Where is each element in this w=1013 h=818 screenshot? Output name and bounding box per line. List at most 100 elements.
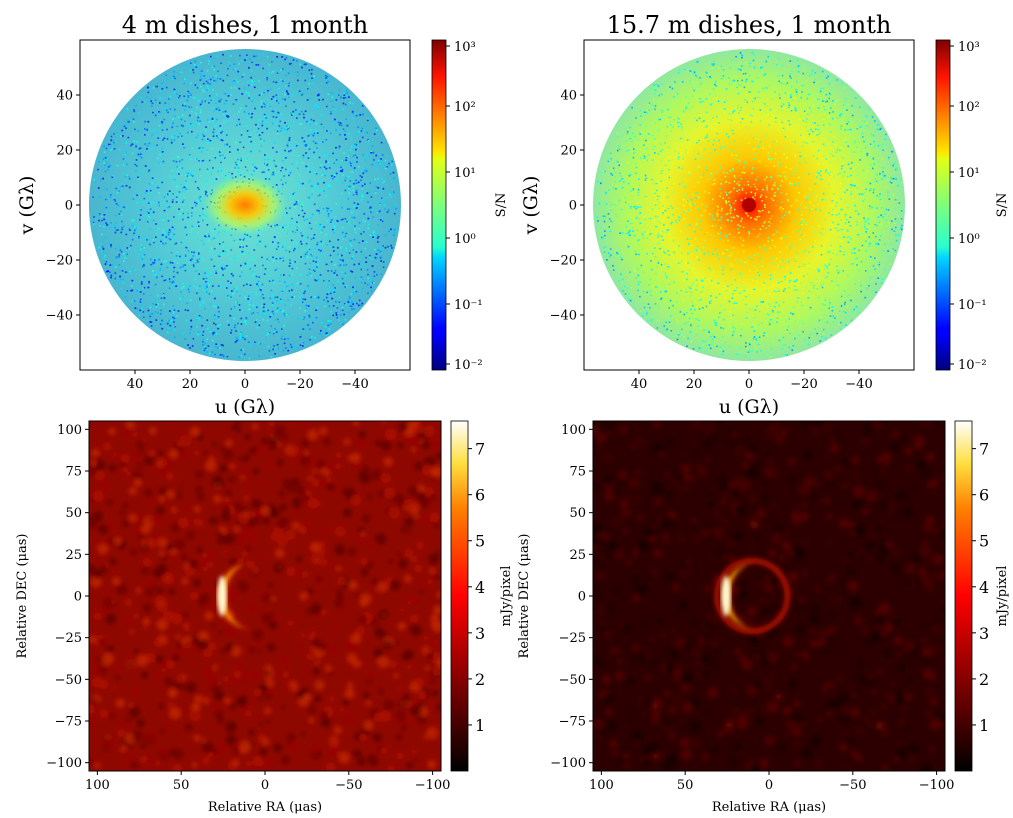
uv-point xyxy=(752,196,754,199)
uv-point xyxy=(829,171,831,173)
uv-point xyxy=(719,188,721,190)
uv-point xyxy=(629,207,632,209)
uv-point xyxy=(179,266,182,269)
uv-point xyxy=(679,137,682,140)
uv-point xyxy=(651,315,654,317)
uv-point xyxy=(367,284,369,286)
uv-point xyxy=(639,124,641,126)
uv-point xyxy=(733,109,736,112)
uv-point xyxy=(668,307,670,309)
uv-point xyxy=(607,213,610,215)
uv-point xyxy=(330,112,332,115)
uv-point xyxy=(814,240,817,242)
uv-point xyxy=(844,216,847,218)
uv-point xyxy=(295,180,298,183)
uv-point xyxy=(828,118,831,121)
uv-point xyxy=(840,182,842,185)
uv-point xyxy=(287,126,290,128)
uv-point xyxy=(869,143,872,145)
uv-point xyxy=(248,301,251,303)
uv-point xyxy=(612,269,615,271)
uv-point xyxy=(893,221,896,223)
uv-point xyxy=(901,228,903,231)
uv-point xyxy=(765,249,767,252)
uv-point xyxy=(824,218,827,221)
uv-point xyxy=(283,130,286,133)
uv-point xyxy=(834,103,836,106)
uv-point xyxy=(654,152,656,154)
uv-point xyxy=(327,93,330,95)
uv-point xyxy=(367,223,370,225)
uv-point xyxy=(781,130,783,132)
uv-point xyxy=(335,146,337,149)
uv-point xyxy=(868,208,870,210)
uv-point xyxy=(883,175,886,178)
uv-point xyxy=(169,324,171,327)
uv-point xyxy=(144,218,147,220)
uv-point xyxy=(163,137,166,140)
uv-point xyxy=(374,235,376,238)
uv-point xyxy=(218,100,221,103)
uv-point xyxy=(338,301,341,303)
uv-point xyxy=(694,238,697,240)
uv-point xyxy=(233,63,236,65)
uv-point xyxy=(656,83,658,86)
uv-point xyxy=(814,78,817,81)
uv-point xyxy=(290,344,293,346)
uv-point xyxy=(367,139,370,142)
uv-point xyxy=(637,228,639,230)
uv-point xyxy=(789,123,791,126)
uv-point xyxy=(735,289,737,292)
uv-point xyxy=(187,212,189,215)
uv-point xyxy=(369,234,372,236)
uv-point xyxy=(213,69,216,71)
uv-point xyxy=(791,349,794,351)
uv-point xyxy=(894,200,897,202)
uv-point xyxy=(251,293,253,295)
uv-point xyxy=(204,287,207,290)
uv-point xyxy=(348,192,350,195)
uv-point xyxy=(119,249,122,251)
uv-point xyxy=(137,130,139,132)
uv-point xyxy=(217,315,220,318)
uv-point xyxy=(204,272,206,274)
uv-point xyxy=(797,280,799,283)
uv-point xyxy=(202,308,205,310)
uv-point xyxy=(691,69,694,71)
uv-point xyxy=(117,256,119,258)
uv-point xyxy=(353,289,356,292)
uv-point xyxy=(182,265,184,268)
uv-point xyxy=(230,331,232,334)
uv-point xyxy=(702,344,705,346)
uv-point xyxy=(634,141,637,143)
uv-point xyxy=(273,345,275,347)
uv-point xyxy=(243,111,246,113)
uv-point xyxy=(863,226,866,228)
uv-point xyxy=(317,94,320,97)
uv-point xyxy=(846,305,849,308)
uv-point xyxy=(626,280,629,282)
uv-point xyxy=(730,190,732,193)
uv-point xyxy=(323,279,325,282)
uv-point xyxy=(835,227,837,229)
uv-point xyxy=(251,273,254,275)
uv-point xyxy=(352,292,355,294)
uv-point xyxy=(213,318,216,320)
uv-point xyxy=(875,224,878,227)
uv-point xyxy=(232,293,234,295)
uv-point xyxy=(257,170,259,172)
uv-point xyxy=(604,246,606,248)
uv-point xyxy=(217,106,220,109)
uv-point xyxy=(389,173,392,175)
uv-point xyxy=(300,182,302,185)
uv-point xyxy=(352,161,354,164)
uv-point xyxy=(877,216,880,218)
uv-point xyxy=(150,263,152,266)
uv-point xyxy=(340,254,343,257)
uv-point xyxy=(296,221,298,223)
uv-point xyxy=(312,321,314,324)
uv-point xyxy=(612,167,615,170)
uv-point xyxy=(665,275,667,277)
uv-point xyxy=(669,121,672,124)
uv-point xyxy=(387,245,389,248)
